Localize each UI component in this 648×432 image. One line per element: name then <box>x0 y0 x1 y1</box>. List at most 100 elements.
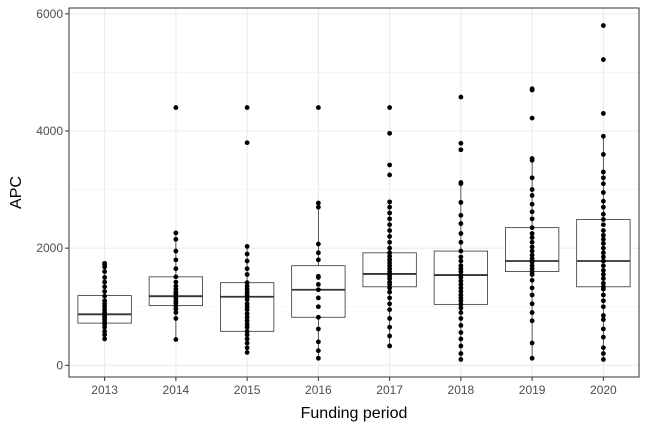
data-point <box>529 239 535 245</box>
data-point <box>600 334 606 340</box>
data-point <box>315 273 321 279</box>
data-point <box>600 169 606 175</box>
data-point <box>529 244 535 250</box>
data-point <box>529 355 535 361</box>
data-point <box>600 23 606 28</box>
data-point <box>529 115 535 121</box>
data-point <box>315 200 321 206</box>
x-tick-label: 2020 <box>590 383 617 397</box>
data-point <box>315 105 321 110</box>
data-point <box>244 345 250 351</box>
data-point <box>458 239 464 245</box>
data-point <box>102 275 108 280</box>
x-tick-label: 2019 <box>519 383 546 397</box>
data-point <box>458 282 464 287</box>
data-point <box>387 105 393 110</box>
data-point <box>315 295 321 301</box>
data-point <box>458 343 464 349</box>
data-point <box>244 272 250 277</box>
data-point <box>529 252 535 258</box>
data-point <box>458 301 464 307</box>
y-axis-title: APC <box>8 176 25 209</box>
data-point <box>387 130 393 136</box>
data-point <box>458 140 464 146</box>
y-tick-label: 6000 <box>36 7 63 21</box>
data-point <box>173 236 179 242</box>
data-point <box>315 326 321 332</box>
data-point <box>458 292 464 298</box>
data-point <box>387 279 393 285</box>
data-point <box>600 133 606 139</box>
data-point <box>244 318 250 324</box>
data-point <box>600 351 606 356</box>
data-point <box>387 333 393 339</box>
data-point <box>600 304 606 310</box>
x-axis-title: Funding period <box>301 405 408 422</box>
data-point <box>173 266 179 272</box>
data-point <box>387 222 393 228</box>
data-point <box>315 241 321 247</box>
data-point <box>315 282 321 287</box>
data-point <box>600 241 606 246</box>
data-point <box>529 340 535 346</box>
data-point <box>600 204 606 210</box>
data-point <box>600 211 606 217</box>
data-point <box>600 258 606 264</box>
data-point <box>529 193 535 198</box>
data-point <box>529 225 535 231</box>
data-point <box>458 330 464 335</box>
data-point <box>458 180 464 185</box>
data-point <box>529 285 535 291</box>
data-point <box>387 289 393 295</box>
data-point <box>458 231 464 236</box>
x-tick-label: 2017 <box>376 383 403 397</box>
data-point <box>244 321 250 327</box>
y-tick-label: 2000 <box>36 241 63 255</box>
data-point <box>387 204 393 210</box>
data-point <box>244 311 250 317</box>
data-point <box>458 323 464 328</box>
x-tick-label: 2015 <box>234 383 261 397</box>
data-point <box>458 305 464 311</box>
x-tick-label: 2018 <box>448 383 475 397</box>
data-point <box>387 234 393 239</box>
data-point <box>173 283 179 289</box>
data-point <box>600 217 606 222</box>
data-point <box>458 336 464 342</box>
data-point <box>387 250 393 256</box>
points-layer <box>102 23 606 362</box>
data-point <box>315 304 321 310</box>
data-point <box>600 298 606 304</box>
data-point <box>600 280 606 286</box>
data-point <box>387 239 393 245</box>
data-point <box>600 292 606 298</box>
data-point <box>173 230 179 236</box>
data-point <box>600 232 606 238</box>
data-point <box>600 284 606 290</box>
data-point <box>315 287 321 293</box>
data-point <box>458 248 464 254</box>
data-point <box>315 314 321 320</box>
data-point <box>244 328 250 334</box>
data-point <box>600 190 606 195</box>
data-point <box>244 251 250 257</box>
data-point <box>458 94 464 100</box>
data-point <box>315 348 321 354</box>
data-point <box>458 200 464 205</box>
data-point <box>529 256 535 262</box>
data-point <box>458 147 464 153</box>
data-point <box>529 209 535 215</box>
data-point <box>244 340 250 346</box>
data-point <box>600 222 606 228</box>
data-point <box>529 301 535 307</box>
data-point <box>315 204 321 210</box>
data-point <box>458 357 464 362</box>
data-point <box>244 243 250 249</box>
data-point <box>173 257 179 263</box>
data-point <box>102 269 108 274</box>
data-point <box>102 336 108 342</box>
data-point <box>102 289 108 294</box>
data-point <box>600 181 606 187</box>
data-point <box>529 263 535 269</box>
data-point <box>173 274 179 280</box>
